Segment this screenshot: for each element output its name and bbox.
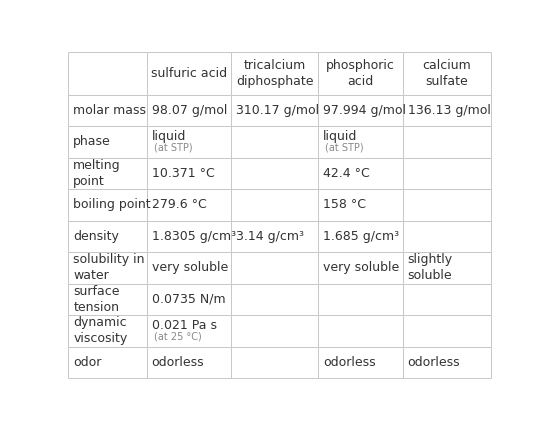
Text: density: density xyxy=(73,230,119,243)
Text: dynamic
viscosity: dynamic viscosity xyxy=(73,317,128,345)
Bar xyxy=(402,315,491,347)
Bar xyxy=(402,252,491,284)
Bar xyxy=(318,284,402,315)
Bar xyxy=(68,315,146,347)
Text: 279.6 °C: 279.6 °C xyxy=(152,199,206,211)
Bar xyxy=(146,252,231,284)
Bar xyxy=(318,315,402,347)
Text: 98.07 g/mol: 98.07 g/mol xyxy=(152,104,227,117)
Text: phase: phase xyxy=(73,135,111,149)
Bar xyxy=(68,158,146,189)
Bar xyxy=(318,347,402,378)
Text: slightly
soluble: slightly soluble xyxy=(408,253,453,282)
Bar xyxy=(231,347,318,378)
Bar xyxy=(231,284,318,315)
Bar xyxy=(146,189,231,221)
Text: tricalcium
diphosphate: tricalcium diphosphate xyxy=(236,59,313,88)
Bar xyxy=(318,52,402,95)
Text: 0.021 Pa s: 0.021 Pa s xyxy=(152,319,217,332)
Text: 3.14 g/cm³: 3.14 g/cm³ xyxy=(236,230,304,243)
Bar xyxy=(402,158,491,189)
Bar xyxy=(146,315,231,347)
Text: 0.0735 N/m: 0.0735 N/m xyxy=(152,293,225,306)
Text: liquid: liquid xyxy=(323,130,358,143)
Bar xyxy=(68,284,146,315)
Text: 158 °C: 158 °C xyxy=(323,199,366,211)
Bar xyxy=(231,315,318,347)
Text: very soluble: very soluble xyxy=(323,262,399,274)
Bar xyxy=(231,189,318,221)
Bar xyxy=(231,95,318,126)
Text: surface
tension: surface tension xyxy=(73,285,120,314)
Text: 136.13 g/mol: 136.13 g/mol xyxy=(408,104,490,117)
Text: (at STP): (at STP) xyxy=(154,143,192,153)
Bar xyxy=(146,52,231,95)
Text: odor: odor xyxy=(73,356,102,369)
Bar xyxy=(402,95,491,126)
Bar xyxy=(231,126,318,158)
Text: calcium
sulfate: calcium sulfate xyxy=(423,59,471,88)
Bar xyxy=(318,126,402,158)
Bar xyxy=(68,221,146,252)
Bar xyxy=(402,284,491,315)
Bar xyxy=(68,95,146,126)
Bar xyxy=(318,158,402,189)
Bar xyxy=(68,252,146,284)
Text: 97.994 g/mol: 97.994 g/mol xyxy=(323,104,406,117)
Text: boiling point: boiling point xyxy=(73,199,151,211)
Bar xyxy=(318,221,402,252)
Bar xyxy=(231,158,318,189)
Text: 1.685 g/cm³: 1.685 g/cm³ xyxy=(323,230,399,243)
Bar xyxy=(318,95,402,126)
Bar xyxy=(146,221,231,252)
Text: 42.4 °C: 42.4 °C xyxy=(323,167,370,180)
Text: odorless: odorless xyxy=(152,356,204,369)
Text: (at 25 °C): (at 25 °C) xyxy=(154,331,201,342)
Text: (at STP): (at STP) xyxy=(325,143,364,153)
Text: phosphoric
acid: phosphoric acid xyxy=(326,59,395,88)
Bar xyxy=(231,221,318,252)
Text: odorless: odorless xyxy=(323,356,376,369)
Bar xyxy=(402,126,491,158)
Bar xyxy=(402,347,491,378)
Text: sulfuric acid: sulfuric acid xyxy=(151,67,227,80)
Text: molar mass: molar mass xyxy=(73,104,146,117)
Bar xyxy=(402,189,491,221)
Text: liquid: liquid xyxy=(152,130,186,143)
Bar xyxy=(68,189,146,221)
Text: odorless: odorless xyxy=(408,356,460,369)
Bar xyxy=(146,95,231,126)
Bar xyxy=(146,347,231,378)
Bar xyxy=(68,126,146,158)
Bar xyxy=(318,189,402,221)
Bar xyxy=(231,52,318,95)
Bar xyxy=(318,252,402,284)
Text: very soluble: very soluble xyxy=(152,262,228,274)
Text: 310.17 g/mol: 310.17 g/mol xyxy=(236,104,319,117)
Bar xyxy=(68,347,146,378)
Text: 10.371 °C: 10.371 °C xyxy=(152,167,215,180)
Bar xyxy=(231,252,318,284)
Bar xyxy=(402,221,491,252)
Text: solubility in
water: solubility in water xyxy=(73,253,145,282)
Bar xyxy=(402,52,491,95)
Text: 1.8305 g/cm³: 1.8305 g/cm³ xyxy=(152,230,236,243)
Bar xyxy=(146,284,231,315)
Text: melting
point: melting point xyxy=(73,159,121,188)
Bar xyxy=(146,126,231,158)
Bar xyxy=(146,158,231,189)
Bar xyxy=(68,52,146,95)
